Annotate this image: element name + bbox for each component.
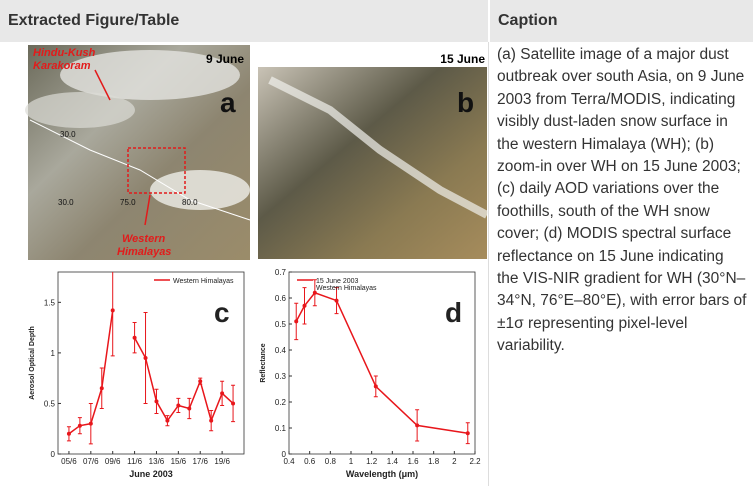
legend-label: Western Himalayas xyxy=(173,278,234,285)
x-tick-label: 2 xyxy=(452,457,457,466)
y-tick-label: 0 xyxy=(51,450,56,459)
x-tick-label: 15/6 xyxy=(171,457,187,466)
data-point xyxy=(110,308,115,313)
data-point xyxy=(294,319,299,324)
region-label: Himalayas xyxy=(117,246,171,258)
grid-label: 80.0 xyxy=(182,198,198,207)
data-point xyxy=(176,403,181,408)
region-label: Hindu-Kush xyxy=(33,47,96,59)
panel-label: a xyxy=(220,87,236,118)
data-point xyxy=(312,290,317,295)
satellite-image-b xyxy=(258,67,487,259)
plot-frame xyxy=(57,271,245,455)
legend-label: 15 June 2003 xyxy=(316,278,359,285)
data-point xyxy=(209,418,214,423)
data-point xyxy=(334,298,339,303)
panel-date: 9 June xyxy=(206,52,244,66)
data-point xyxy=(198,379,203,384)
data-point xyxy=(66,431,71,436)
data-point xyxy=(302,303,307,308)
data-point xyxy=(143,355,148,360)
data-point xyxy=(373,384,378,389)
panel-label: d xyxy=(445,297,462,328)
x-tick-label: 13/6 xyxy=(149,457,165,466)
x-tick-label: 09/6 xyxy=(105,457,121,466)
images: Hindu-Kush Karakoram Western Himalayas 3… xyxy=(25,45,488,260)
y-tick-label: 0.3 xyxy=(275,372,287,381)
x-tick-label: 1.2 xyxy=(366,457,378,466)
data-point xyxy=(154,399,159,404)
region-box xyxy=(127,147,186,194)
y-axis-label: Reflectance xyxy=(260,343,267,382)
header-caption: Caption xyxy=(490,0,753,42)
snow xyxy=(268,76,488,219)
data-line xyxy=(295,291,468,434)
data-point xyxy=(77,423,82,428)
x-axis-label: June 2003 xyxy=(129,469,173,479)
data-line xyxy=(68,310,234,435)
data-point xyxy=(220,391,225,396)
chart-d: 0 0.1 0.2 0.3 0.4 0.5 0.6 0.7 0.4 0.6 0.8 1 1.2 1.4 1.… xyxy=(260,268,481,479)
x-tick-label: 1.8 xyxy=(428,457,440,466)
y-tick-label: 0 xyxy=(282,450,287,459)
region-label: Western xyxy=(122,233,165,245)
y-tick-label: 1 xyxy=(51,349,56,358)
x-tick-label: 0.6 xyxy=(304,457,316,466)
x-tick-label: 2.2 xyxy=(469,457,481,466)
grid-label: 75.0 xyxy=(120,198,136,207)
x-tick-label: 0.8 xyxy=(325,457,337,466)
x-tick-label: 0.4 xyxy=(283,457,295,466)
cloud xyxy=(60,50,240,100)
x-tick-label: 11/6 xyxy=(127,457,143,466)
x-tick-label: 1.6 xyxy=(407,457,419,466)
chart-c: 0 0.5 1 1.5 05/6 07/6 09/6 11/6 13/6 15/6 17/6 19/6… xyxy=(29,271,245,479)
plot-frame xyxy=(288,271,476,455)
data-point xyxy=(99,386,104,391)
figure-cell xyxy=(0,42,489,486)
x-tick-label: 1.4 xyxy=(387,457,399,466)
y-tick-label: 1.5 xyxy=(44,298,56,307)
y-tick-label: 0.5 xyxy=(275,320,287,329)
panel-label: c xyxy=(214,297,230,328)
cloud xyxy=(25,92,135,128)
y-tick-label: 0.6 xyxy=(275,294,287,303)
boundary xyxy=(29,119,251,221)
data-point xyxy=(187,406,192,411)
x-axis-label: Wavelength (μm) xyxy=(346,469,418,479)
cloud xyxy=(150,170,250,210)
x-tick-label: 1 xyxy=(349,457,354,466)
y-tick-label: 0.2 xyxy=(275,398,287,407)
y-tick-label: 0.1 xyxy=(275,424,287,433)
y-tick-label: 0.5 xyxy=(44,399,56,408)
grid-label: 30.0 xyxy=(58,198,74,207)
x-tick-label: 19/6 xyxy=(214,457,230,466)
data-point xyxy=(132,335,137,340)
arrow xyxy=(94,69,151,226)
data-point xyxy=(165,418,170,423)
region-label: Karakoram xyxy=(33,60,91,72)
caption-text: (a) Satellite image of a major dust outb… xyxy=(497,46,747,355)
data-point xyxy=(415,423,420,428)
x-tick-label: 17/6 xyxy=(192,457,208,466)
y-tick-label: 0.4 xyxy=(275,346,287,355)
legend-note: Western Himalayas xyxy=(316,285,377,292)
y-tick-label: 0.7 xyxy=(275,268,287,277)
x-tick-label: 05/6 xyxy=(61,457,77,466)
header-figure: Extracted Figure/Table xyxy=(0,0,488,42)
panel-date: 15 June xyxy=(440,52,485,66)
data-point xyxy=(231,401,236,406)
x-tick-label: 07/6 xyxy=(83,457,99,466)
data-point xyxy=(88,421,93,426)
y-axis-label: Aerosol Optical Depth xyxy=(29,326,36,400)
grid-label: 30.0 xyxy=(60,130,76,139)
panel-label: b xyxy=(457,87,474,118)
data-point xyxy=(465,431,470,436)
